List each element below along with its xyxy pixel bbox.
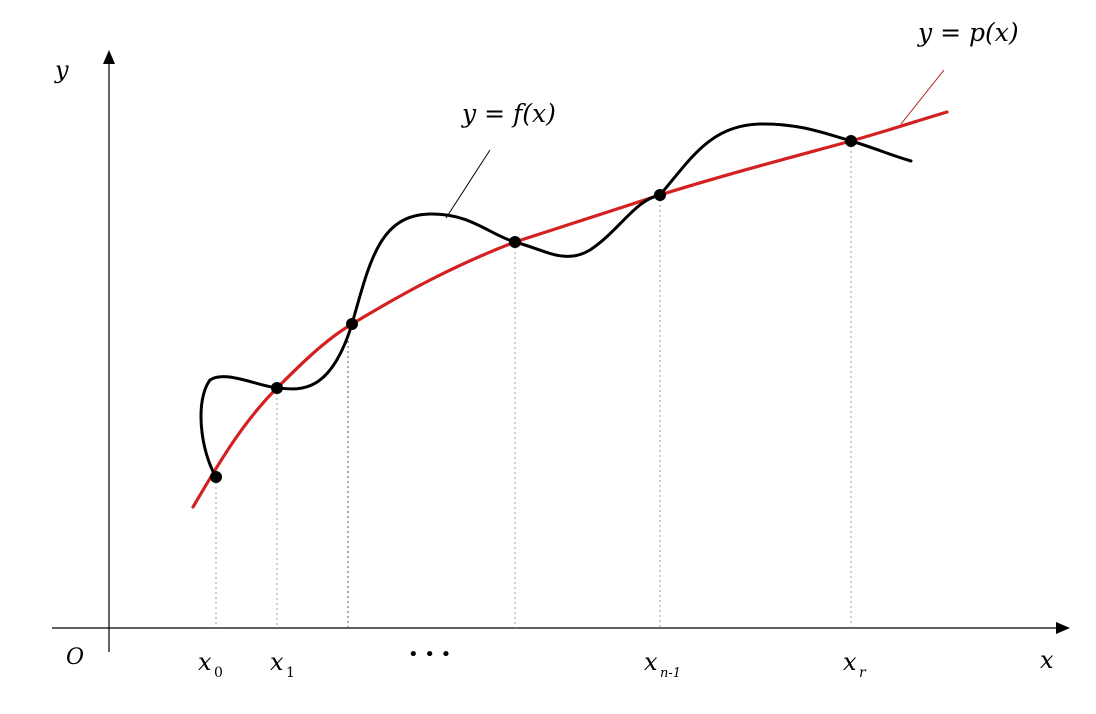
node-label-xn1-base: x — [644, 648, 658, 676]
node-guides — [215, 141, 852, 628]
node-point-xn1 — [654, 189, 666, 201]
node-label-x0: x 0 — [198, 648, 223, 681]
node-label-x1-sub: 1 — [286, 665, 295, 681]
ellipsis-label: • • • — [408, 644, 451, 665]
x-axis-label: x — [1040, 646, 1054, 674]
node-label-xn1-sub: n-1 — [660, 666, 681, 681]
p-label-leader — [900, 69, 945, 125]
node-point-x1 — [271, 382, 283, 394]
node-label-xn: x r — [843, 648, 867, 681]
x-axis-arrow — [1056, 622, 1070, 634]
node-point-x2 — [346, 318, 358, 330]
y-axis-arrow — [103, 50, 115, 64]
node-point-xn — [845, 135, 857, 147]
node-point-x3 — [509, 236, 521, 248]
f-label-leader — [445, 149, 491, 219]
axes — [52, 50, 1070, 652]
node-label-xn-base: x — [843, 648, 857, 676]
curve-f — [199, 122, 913, 479]
node-label-xn-sub: r — [859, 665, 867, 681]
p-curve-label: y = p(x) — [917, 18, 1019, 47]
origin-label: O — [66, 645, 84, 670]
node-point-x0 — [210, 471, 222, 483]
node-label-x1: x 1 — [270, 648, 295, 681]
node-label-x1-base: x — [270, 648, 284, 676]
interpolation-nodes — [210, 135, 857, 483]
node-label-x0-sub: 0 — [214, 665, 223, 681]
node-label-x0-base: x — [198, 648, 212, 676]
y-axis-label: y — [54, 56, 69, 84]
node-label-xn1: x n-1 — [644, 648, 681, 681]
f-curve-label: y = f(x) — [461, 99, 556, 128]
curve-p — [191, 110, 949, 509]
